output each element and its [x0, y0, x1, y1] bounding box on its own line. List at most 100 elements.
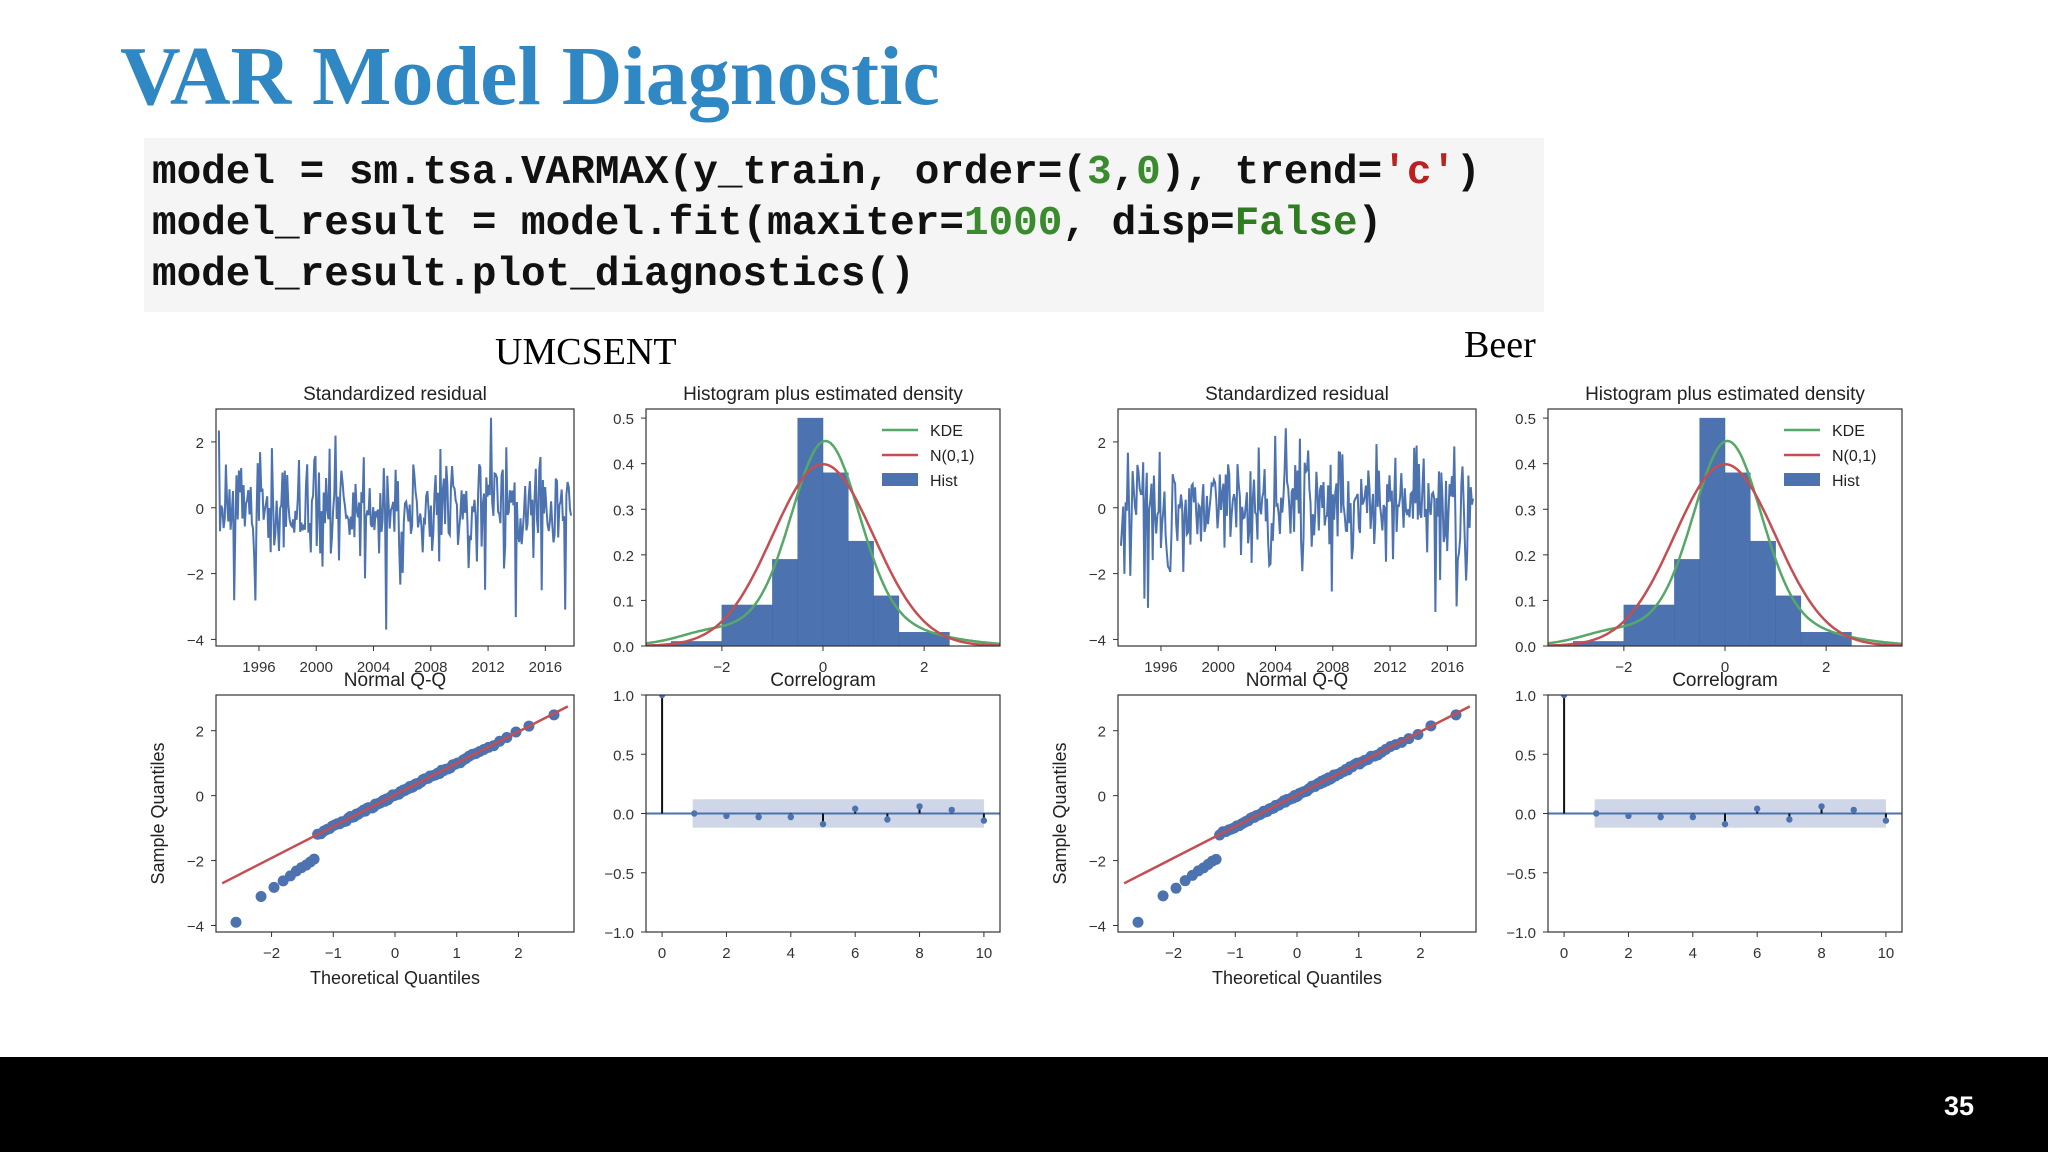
x-tick-label: 2	[722, 945, 730, 962]
chart-beer-3: Correlogram −1.0 −0.5 0.0 0.5 1.0 0 2 4 6 8 10	[1506, 670, 1903, 962]
x-tick-label: 10	[976, 945, 993, 962]
hist-bar	[848, 540, 874, 646]
qq-reference-line	[1123, 705, 1471, 885]
acf-point	[1560, 695, 1568, 699]
y-tick-label: 0.1	[1515, 593, 1536, 610]
x-tick-label: 2012	[1373, 659, 1406, 676]
x-tick-label: 6	[1753, 945, 1761, 962]
y-tick-label: −4	[187, 632, 204, 649]
legend-entry: N(0,1)	[1832, 448, 1876, 465]
x-tick-label: 0	[391, 945, 399, 962]
acf-point	[1818, 803, 1825, 810]
y-tick-label: −2	[1089, 854, 1106, 871]
panel-label-beer: Beer	[1464, 324, 1536, 366]
y-tick-label: 0.5	[1515, 747, 1536, 764]
x-tick-label: 2	[920, 659, 928, 676]
chart-title: Correlogram	[1672, 670, 1778, 691]
y-tick-label: 0.0	[613, 639, 634, 656]
code-token: model = sm.tsa.VARMAX(y_train, order=(	[152, 150, 1087, 196]
code-line: model_result = model.fit(maxiter=1000, d…	[152, 199, 1544, 250]
code-line: model = sm.tsa.VARMAX(y_train, order=(3,…	[152, 148, 1544, 199]
x-axis-label: Theoretical Quantiles	[310, 968, 480, 988]
y-axis-label: Sample Quantiles	[148, 742, 168, 884]
hist-bar	[721, 604, 773, 646]
qq-point	[1210, 853, 1222, 865]
x-tick-label: 2	[514, 945, 522, 962]
hist-bar	[1750, 540, 1776, 646]
x-tick-label: 2016	[529, 659, 562, 676]
y-tick-label: 0.0	[1515, 639, 1536, 656]
qq-point	[255, 890, 267, 902]
x-tick-label: 2	[1624, 945, 1632, 962]
x-tick-label: 0	[658, 945, 666, 962]
y-tick-label: 0.1	[613, 593, 634, 610]
y-tick-label: 0.0	[1515, 807, 1536, 824]
x-tick-label: 2004	[1259, 659, 1292, 676]
y-tick-label: 0.4	[613, 457, 634, 474]
hist-bar	[1699, 417, 1726, 646]
axes-frame	[645, 408, 1001, 647]
qq-point	[1170, 882, 1182, 894]
acf-point	[1786, 816, 1793, 823]
axes-frame	[1117, 408, 1477, 647]
chart-umcsent-3: Correlogram −1.0 −0.5 0.0 0.5 1.0 0 2 4 6 8 10	[604, 670, 1001, 962]
slide-title: VAR Model Diagnostic	[120, 30, 940, 123]
y-tick-label: 2	[196, 724, 204, 741]
y-tick-label: 0.3	[1515, 502, 1536, 519]
x-tick-label: 0	[819, 659, 827, 676]
x-tick-label: 2000	[1202, 659, 1235, 676]
y-tick-label: −4	[187, 919, 204, 936]
code-token: 3	[1086, 150, 1112, 196]
y-tick-label: 0.4	[1515, 457, 1536, 474]
code-block: model = sm.tsa.VARMAX(y_train, order=(3,…	[144, 138, 1544, 312]
qq-point	[1132, 916, 1144, 928]
axes-frame	[645, 694, 1001, 933]
legend-swatch	[882, 473, 918, 486]
chart-title: Normal Q-Q	[344, 670, 446, 691]
qq-reference-line	[221, 705, 569, 885]
code-line: model_result.plot_diagnostics()	[152, 250, 1544, 301]
code-token: False	[1234, 201, 1358, 247]
y-tick-label: 0.5	[613, 411, 634, 428]
y-tick-label: 1.0	[1515, 688, 1536, 705]
hist-bar	[1623, 604, 1675, 646]
acf-point	[1625, 812, 1632, 820]
x-tick-label: −2	[1165, 945, 1182, 962]
axes-frame	[1547, 694, 1903, 933]
legend-entry: Hist	[1832, 473, 1860, 490]
acf-point	[723, 812, 730, 820]
hist-bar	[1674, 559, 1700, 646]
y-tick-label: −1.0	[604, 925, 634, 942]
x-tick-label: −1	[1227, 945, 1244, 962]
y-tick-label: 0	[196, 501, 204, 518]
x-tick-label: 1	[453, 945, 461, 962]
x-tick-label: 2008	[1316, 659, 1349, 676]
qq-point	[308, 853, 320, 865]
acf-point	[691, 810, 698, 817]
hist-bar	[797, 417, 824, 646]
x-tick-label: 1	[1355, 945, 1363, 962]
y-tick-label: −0.5	[604, 866, 634, 883]
acf-point	[1850, 806, 1857, 814]
acf-point	[948, 806, 955, 814]
y-tick-label: −1.0	[1506, 925, 1536, 942]
code-token: )	[1357, 201, 1383, 247]
y-tick-label: −4	[1089, 632, 1106, 649]
acf-point	[787, 813, 795, 821]
axes-frame	[215, 694, 575, 933]
y-tick-label: −2	[187, 567, 204, 584]
x-tick-label: 2000	[300, 659, 333, 676]
code-token: ,	[1111, 150, 1137, 196]
code-token: 'c'	[1382, 150, 1457, 196]
y-tick-label: 0.5	[613, 747, 634, 764]
x-tick-label: 8	[1817, 945, 1825, 962]
axes-frame	[1547, 408, 1903, 647]
panel-label-umcsent: UMCSENT	[495, 331, 677, 373]
acf-point	[851, 805, 859, 812]
chart-title: Standardized residual	[1205, 384, 1389, 405]
page-number: 35	[1943, 1091, 1974, 1121]
x-tick-label: 2	[1822, 659, 1830, 676]
legend-swatch	[1784, 473, 1820, 486]
x-tick-label: 0	[1560, 945, 1568, 962]
